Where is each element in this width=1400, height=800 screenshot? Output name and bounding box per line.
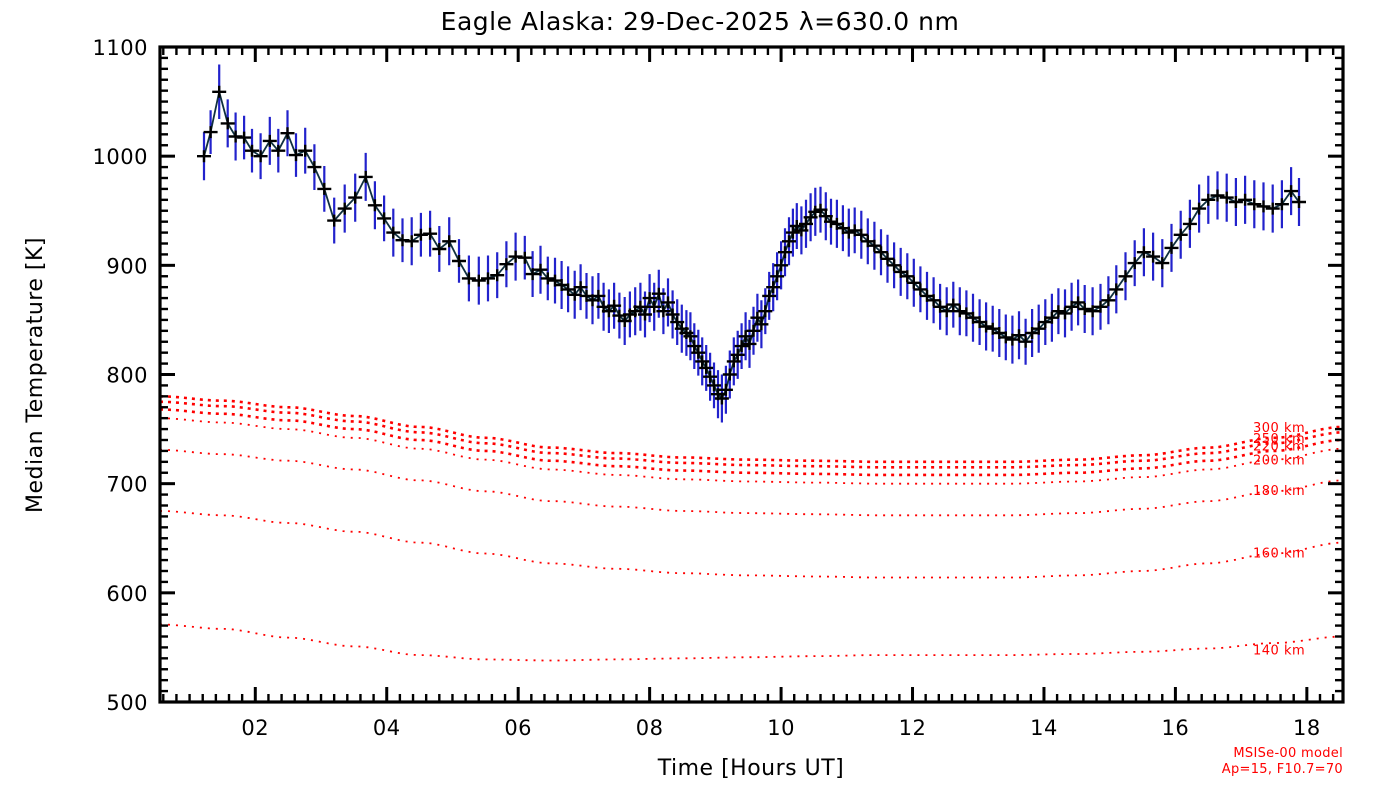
model-label-220-km: 220 km [1253,439,1305,454]
model-label-180-km: 180 km [1253,484,1305,499]
x-tick-label-18: 18 [1293,716,1321,740]
y-tick-label-1100: 1100 [93,36,148,60]
y-tick-label-700: 700 [106,473,148,497]
model-curve-group [159,395,1344,662]
y-tick-label-500: 500 [106,691,148,715]
x-tick-label-08: 08 [636,716,664,740]
y-tick-label-1000: 1000 [93,145,148,169]
x-tick-label-10: 10 [767,716,795,740]
model-curve-140-km [160,623,1343,662]
model-label-250-km: 250 km [1253,432,1305,447]
y-tick-label-900: 900 [106,254,148,278]
x-tick-label-06: 06 [504,716,532,740]
model-curve-250-km [160,400,1343,469]
y-tick-label-800: 800 [106,364,148,388]
model-params-annotation: Ap=15, F10.7=70 [1222,762,1343,777]
x-axis-title: Time [Hours UT] [657,756,845,781]
x-tick-label-12: 12 [899,716,927,740]
data-marker-group [197,85,1306,405]
tick-label-group: 02 04 06 08 10 12 14 16 18 500 600 700 800 900 1000 110… [93,36,1321,740]
model-curve-160-km [160,510,1344,579]
model-curve-180-km [160,448,1343,517]
y-axis-title: Median Temperature [K] [23,237,48,513]
x-tick-label-02: 02 [241,716,269,740]
model-name-annotation: MSISe-00 model [1233,746,1343,761]
model-label-300-km: 300 km [1253,421,1305,436]
x-tick-label-14: 14 [1030,716,1058,740]
model-label-160-km: 160 km [1253,546,1305,561]
model-curve-220-km [159,408,1344,477]
plus-markers [197,85,1306,405]
tick-group [160,45,1343,704]
x-tick-label-16: 16 [1162,716,1190,740]
y-tick-label-600: 600 [106,582,148,606]
x-tick-label-04: 04 [373,716,401,740]
model-label-140-km: 140 km [1253,644,1305,659]
model-curve-300-km [159,395,1344,464]
model-label-200-km: 200 km [1253,454,1305,469]
chart-title: Eagle Alaska: 29-Dec-2025 λ=630.0 nm [441,7,960,36]
model-curve-200-km [160,417,1344,485]
